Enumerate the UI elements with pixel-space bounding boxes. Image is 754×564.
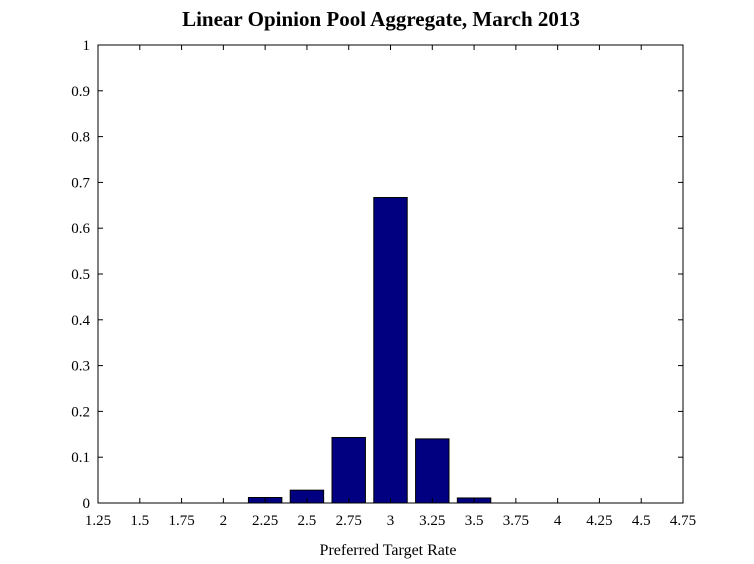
bars-layer — [247, 197, 492, 504]
x-axis: 1.25 1.5 1.75 2 2.25 2.5 2.75 3 3.25 3.5 3.75 4 4.25… — [85, 45, 696, 529]
y-tick-label: 0.3 — [71, 359, 90, 375]
x-axis-label: Preferred Target Rate — [320, 542, 457, 559]
y-tick-label: 0.8 — [71, 130, 90, 146]
x-tick-label: 3.5 — [465, 513, 484, 529]
x-tick-label: 1.25 — [85, 513, 111, 529]
x-tick-label: 4 — [554, 513, 562, 529]
bar-3 — [373, 197, 408, 504]
bar-3_25 — [415, 438, 450, 504]
y-tick-label: 0.5 — [71, 267, 90, 283]
chart-title: Linear Opinion Pool Aggregate, March 201… — [182, 7, 580, 31]
x-tick-label: 3 — [387, 513, 395, 529]
y-tick-label: 1 — [83, 38, 91, 54]
y-tick-label: 0.1 — [71, 450, 90, 466]
x-tick-label: 4.25 — [586, 513, 612, 529]
y-tick-label: 0.9 — [71, 84, 90, 100]
x-tick-label: 4.75 — [670, 513, 696, 529]
y-tick-label: 0 — [83, 496, 91, 512]
x-tick-label: 3.75 — [503, 513, 529, 529]
x-tick-label: 3.25 — [419, 513, 445, 529]
x-tick-label: 2.25 — [252, 513, 278, 529]
x-tick-label: 1.75 — [168, 513, 194, 529]
x-tick-label: 2.75 — [336, 513, 362, 529]
y-tick-label: 0.6 — [71, 221, 90, 237]
y-tick-label: 0.4 — [71, 313, 90, 329]
y-tick-label: 0.7 — [71, 175, 90, 191]
x-tick-label: 2.5 — [298, 513, 317, 529]
y-axis: 0 0.1 0.2 0.3 0.4 0.5 0.6 0.7 0.8 0.9 1 — [71, 38, 683, 512]
y-tick-label: 0.2 — [71, 404, 90, 420]
bar-2_75 — [331, 437, 366, 504]
x-tick-label: 4.5 — [632, 513, 651, 529]
x-tick-label: 1.5 — [130, 513, 149, 529]
x-tick-label: 2 — [220, 513, 228, 529]
